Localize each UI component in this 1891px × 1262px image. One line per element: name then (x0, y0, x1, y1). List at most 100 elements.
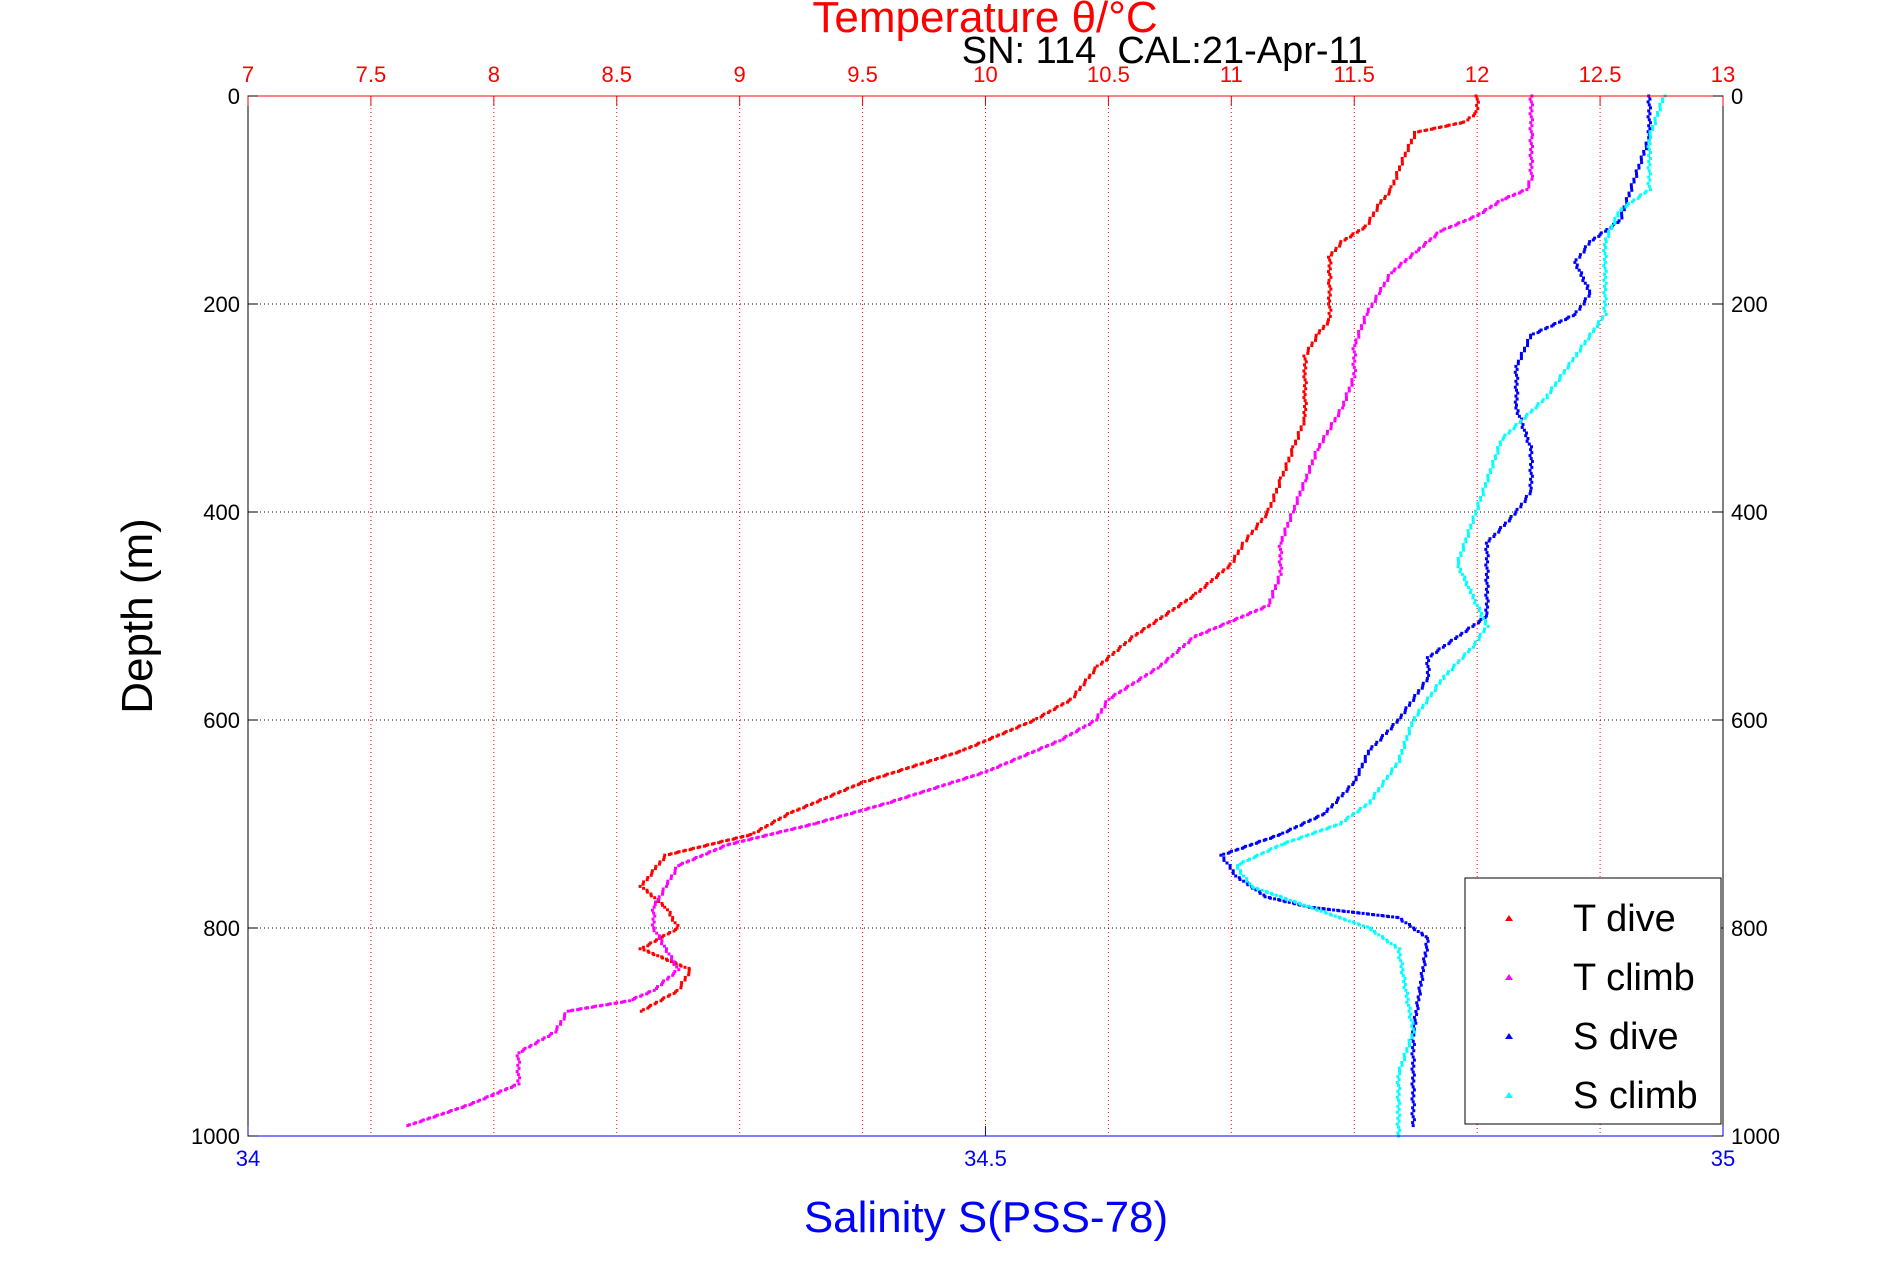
data-point (1338, 916, 1342, 920)
data-point (892, 770, 896, 774)
data-point (1046, 711, 1050, 715)
data-point (905, 795, 909, 799)
data-point (1412, 1024, 1416, 1028)
data-point (1400, 919, 1404, 923)
data-point (1476, 501, 1480, 505)
data-point (1529, 130, 1533, 134)
data-point (482, 1097, 486, 1101)
data-point (1402, 740, 1406, 744)
data-point (672, 971, 676, 975)
data-point (1656, 113, 1660, 117)
data-point (1412, 696, 1416, 700)
data-point (672, 962, 676, 966)
data-point (1386, 276, 1390, 280)
data-point (731, 837, 735, 841)
data-point (1315, 908, 1319, 912)
data-point (1411, 1100, 1415, 1104)
data-point (1528, 468, 1532, 472)
data-point (1422, 244, 1426, 248)
data-point (817, 799, 821, 803)
data-point (1275, 490, 1279, 494)
data-point (1530, 151, 1534, 154)
data-point (1515, 403, 1518, 407)
data-point (1457, 562, 1461, 566)
data-point (1529, 162, 1533, 166)
data-point (1385, 938, 1389, 942)
data-point (1118, 645, 1122, 649)
data-point (725, 839, 729, 843)
data-point (873, 804, 877, 808)
data-point (1373, 930, 1376, 933)
data-point (1535, 404, 1539, 408)
data-point (1111, 652, 1115, 656)
data-point (1419, 972, 1423, 975)
data-point (1362, 318, 1366, 322)
data-point (1104, 700, 1108, 704)
data-point (667, 952, 671, 956)
data-point (613, 1001, 617, 1005)
data-point (1501, 437, 1505, 441)
data-point (1272, 496, 1276, 500)
data-point (1188, 639, 1192, 643)
data-point (1171, 608, 1175, 612)
data-point (835, 816, 839, 820)
data-point (1231, 869, 1235, 873)
data-point (1527, 442, 1531, 446)
data-point (1462, 220, 1466, 224)
data-point (1368, 926, 1372, 930)
data-point (1408, 923, 1411, 926)
data-point (1403, 711, 1407, 715)
data-point (671, 973, 675, 977)
data-point (1530, 474, 1534, 478)
data-point (698, 845, 702, 849)
data-point (1528, 139, 1532, 143)
data-point (1658, 108, 1662, 112)
data-point (412, 1122, 416, 1126)
data-point (1322, 324, 1326, 328)
data-point (1327, 318, 1330, 322)
data-point (1483, 209, 1486, 213)
data-point (1391, 915, 1395, 919)
data-point (1649, 172, 1652, 176)
data-point (1035, 717, 1039, 720)
data-point (517, 1066, 521, 1070)
data-point (1646, 181, 1650, 185)
data-point (1644, 189, 1648, 193)
data-point (1582, 276, 1585, 280)
data-point (1283, 527, 1287, 531)
data-point (790, 828, 794, 831)
data-point (1352, 350, 1356, 354)
data-point (1044, 745, 1048, 749)
data-point (764, 825, 768, 829)
data-point (1245, 539, 1249, 543)
data-point (1408, 732, 1411, 736)
data-point (1240, 615, 1243, 619)
data-point (1573, 260, 1577, 264)
data-point (1515, 382, 1519, 386)
data-point (1107, 697, 1111, 701)
data-point (1170, 654, 1174, 658)
data-point (1339, 240, 1343, 244)
data-point (1481, 490, 1485, 494)
data-point (1412, 1109, 1416, 1113)
data-point (1337, 414, 1340, 418)
data-point (718, 840, 722, 844)
data-point (1649, 136, 1652, 140)
data-point (1424, 241, 1428, 244)
data-point (667, 853, 671, 856)
data-point (1647, 124, 1651, 128)
data-point (1476, 504, 1480, 508)
data-point (1327, 278, 1331, 282)
data-point (533, 1042, 537, 1046)
data-point (1397, 1119, 1401, 1123)
data-point (871, 777, 875, 781)
data-point (683, 848, 687, 852)
data-point (1333, 914, 1337, 918)
data-point (1216, 574, 1219, 578)
data-point (1599, 231, 1603, 235)
data-point (435, 1113, 439, 1117)
data-point (1527, 180, 1531, 184)
data-point (1254, 855, 1258, 858)
data-point (1523, 416, 1527, 420)
data-point (1604, 312, 1608, 316)
